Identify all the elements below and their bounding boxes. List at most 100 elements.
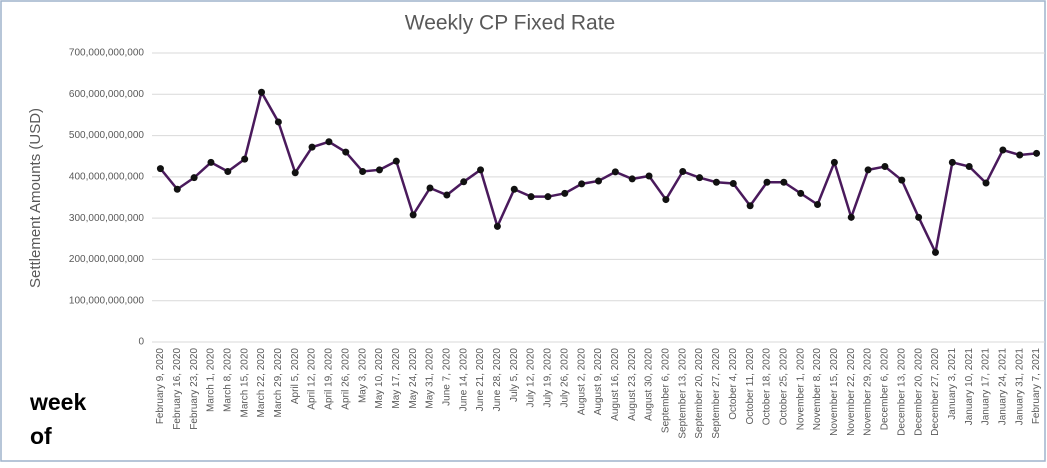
data-point — [595, 177, 602, 185]
data-point — [864, 166, 872, 174]
x-tick-label: March 15, 2020 — [239, 348, 250, 418]
data-point — [814, 201, 822, 209]
data-point — [207, 158, 215, 166]
x-tick-label: February 7, 2021 — [1031, 348, 1042, 425]
x-tick-label: November 29, 2020 — [863, 348, 874, 436]
data-point — [173, 185, 181, 193]
data-point — [156, 165, 164, 173]
data-point — [224, 167, 232, 175]
x-tick-label: January 24, 2021 — [998, 348, 1009, 426]
x-tick-label: May 31, 2020 — [425, 348, 436, 409]
x-tick-label: March 22, 2020 — [256, 348, 267, 418]
data-point — [426, 184, 434, 192]
x-tick-label: November 1, 2020 — [795, 348, 806, 431]
data-point — [477, 166, 485, 174]
data-point — [645, 172, 653, 180]
data-point — [1033, 149, 1041, 157]
x-tick-label: March 8, 2020 — [222, 348, 233, 412]
data-point — [965, 163, 973, 171]
x-axis-label: week of — [30, 389, 87, 449]
x-tick-label: December 6, 2020 — [880, 348, 891, 431]
x-tick-label: February 9, 2020 — [155, 348, 166, 425]
data-point — [931, 248, 939, 256]
x-tick-label: May 10, 2020 — [374, 348, 385, 409]
data-point — [460, 178, 468, 186]
data-point — [443, 191, 451, 199]
x-tick-label: June 28, 2020 — [492, 348, 503, 412]
data-point — [780, 178, 788, 186]
data-point — [763, 178, 771, 186]
x-tick-label: July 5, 2020 — [509, 348, 520, 402]
data-point — [982, 179, 990, 187]
data-point — [308, 143, 316, 151]
data-point — [291, 169, 299, 177]
x-tick-label: October 11, 2020 — [745, 348, 756, 425]
x-tick-label: May 24, 2020 — [408, 348, 419, 409]
data-point — [359, 167, 367, 175]
x-tick-label: July 26, 2020 — [559, 348, 570, 408]
data-point — [342, 148, 350, 156]
data-point — [578, 180, 586, 188]
data-point — [325, 138, 333, 146]
data-point — [409, 211, 417, 219]
x-tick-label: September 20, 2020 — [694, 348, 705, 439]
x-tick-label: February 16, 2020 — [172, 348, 183, 430]
x-tick-label: October 18, 2020 — [762, 348, 773, 426]
data-point — [830, 158, 838, 166]
x-tick-label: May 3, 2020 — [357, 348, 368, 403]
x-tick-label: April 19, 2020 — [324, 348, 335, 410]
x-tick-label: July 12, 2020 — [526, 348, 537, 408]
x-tick-label: November 22, 2020 — [846, 348, 857, 436]
x-tick-label: January 17, 2021 — [981, 348, 992, 426]
data-point — [190, 174, 198, 182]
data-point — [527, 193, 535, 201]
x-tick-label: January 10, 2021 — [964, 348, 975, 426]
x-tick-label: October 25, 2020 — [778, 348, 789, 426]
data-point — [915, 213, 923, 221]
x-tick-label: June 7, 2020 — [441, 348, 452, 406]
data-point — [392, 157, 400, 165]
data-point — [881, 163, 889, 171]
data-point — [493, 222, 501, 230]
x-tick-label: April 26, 2020 — [340, 348, 351, 410]
x-tick-label: October 4, 2020 — [728, 348, 739, 420]
x-tick-label: January 31, 2021 — [1014, 348, 1025, 426]
x-tick-label: March 1, 2020 — [206, 348, 217, 412]
data-point — [712, 178, 720, 186]
x-tick-label: April 12, 2020 — [307, 348, 318, 410]
data-point — [274, 118, 282, 126]
data-point — [258, 88, 266, 96]
x-tick-label: August 23, 2020 — [627, 348, 638, 421]
data-point — [611, 168, 619, 176]
data-point — [797, 189, 805, 197]
x-tick-label: July 19, 2020 — [543, 348, 554, 408]
x-tick-label: February 23, 2020 — [189, 348, 200, 430]
data-point — [999, 146, 1007, 154]
data-point — [1016, 151, 1024, 159]
x-tick-label: April 5, 2020 — [290, 348, 301, 405]
x-tick-label: December 20, 2020 — [913, 348, 924, 436]
y-tick-label: 600,000,000,000 — [69, 89, 145, 100]
x-tick-label: September 6, 2020 — [661, 348, 672, 433]
y-tick-label: 400,000,000,000 — [69, 171, 145, 182]
data-point — [696, 174, 704, 182]
data-point — [729, 179, 737, 187]
data-point — [746, 202, 754, 210]
data-point — [544, 193, 552, 201]
y-axis-label: Settlement Amounts (USD) — [27, 108, 44, 288]
x-tick-label: May 17, 2020 — [391, 348, 402, 409]
data-point — [847, 213, 855, 221]
x-tick-label: November 15, 2020 — [829, 348, 840, 436]
x-tick-label: June 21, 2020 — [475, 348, 486, 412]
data-point — [561, 189, 569, 197]
chart-title: Weekly CP Fixed Rate — [405, 12, 615, 35]
data-point — [241, 155, 249, 163]
data-point — [679, 167, 687, 175]
data-point — [662, 196, 670, 204]
x-tick-label: August 30, 2020 — [644, 348, 655, 421]
x-tick-label: December 27, 2020 — [930, 348, 941, 436]
x-tick-label: January 3, 2021 — [947, 348, 958, 420]
